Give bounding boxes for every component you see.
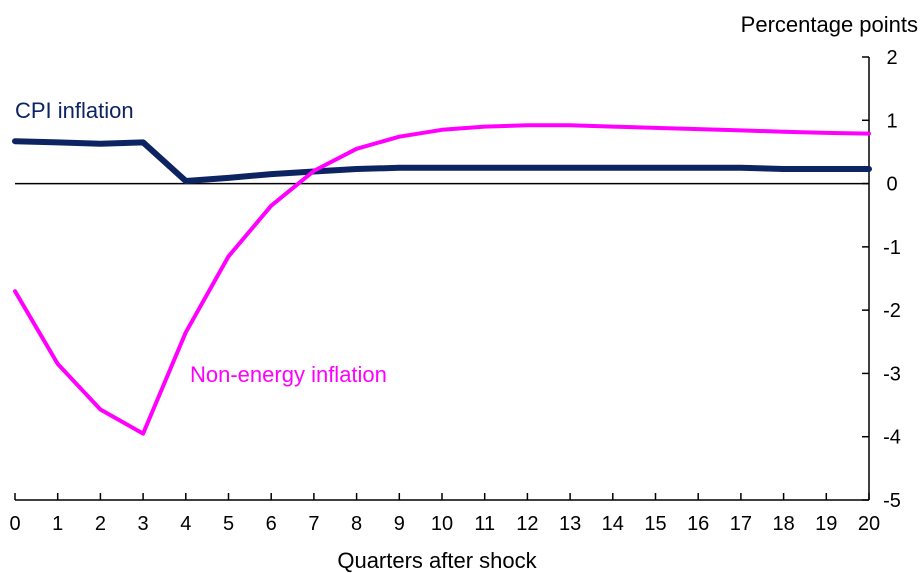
x-tick-label: 6 <box>266 513 277 535</box>
series-label-non-energy-inflation: Non-energy inflation <box>190 362 387 387</box>
x-tick-label: 13 <box>559 513 581 535</box>
y-axis-title: Percentage points <box>741 12 918 37</box>
x-tick-label: 1 <box>52 513 63 535</box>
y-tick-label: -2 <box>883 300 901 322</box>
series-lines <box>12 123 872 436</box>
x-tick-label: 0 <box>9 513 20 535</box>
series-line-non-energy-inflation <box>13 123 871 436</box>
x-tick-label: 10 <box>431 513 453 535</box>
x-tick-label: 17 <box>730 513 752 535</box>
x-tick-label: 11 <box>474 513 495 535</box>
x-tick-label: 14 <box>602 513 624 535</box>
y-tick-label: 0 <box>886 174 897 196</box>
y-tick-label: -3 <box>883 363 901 385</box>
x-axis-title: Quarters after shock <box>337 548 537 573</box>
x-tick-label: 9 <box>394 513 405 535</box>
x-tick-label: 7 <box>308 513 319 535</box>
series-label-cpi-inflation: CPI inflation <box>15 98 134 123</box>
x-tick-label: 5 <box>223 513 234 535</box>
x-tick-label: 4 <box>180 513 191 535</box>
x-tick-label: 15 <box>644 513 666 535</box>
x-tick-label: 19 <box>815 513 837 535</box>
x-tick-label: 16 <box>687 513 709 535</box>
y-tick-label: -5 <box>883 490 901 512</box>
x-tick-label: 12 <box>516 513 538 535</box>
y-tick-label: 2 <box>886 47 897 69</box>
y-tick-label: -1 <box>883 237 901 259</box>
y-tick-label: 1 <box>886 110 897 132</box>
x-tick-label: 2 <box>95 513 106 535</box>
x-tick-label: 3 <box>138 513 149 535</box>
y-tick-label: -4 <box>883 427 901 449</box>
x-tick-label: 8 <box>351 513 362 535</box>
x-tick-label: 20 <box>858 513 880 535</box>
axes: 210-1-2-3-4-50 1 2 3 4 5 6 7 8 9 10 11 12 13 14 15 16 17 1… <box>9 47 900 535</box>
x-tick-label: 18 <box>772 513 794 535</box>
series-line-cpi-inflation <box>12 138 872 184</box>
